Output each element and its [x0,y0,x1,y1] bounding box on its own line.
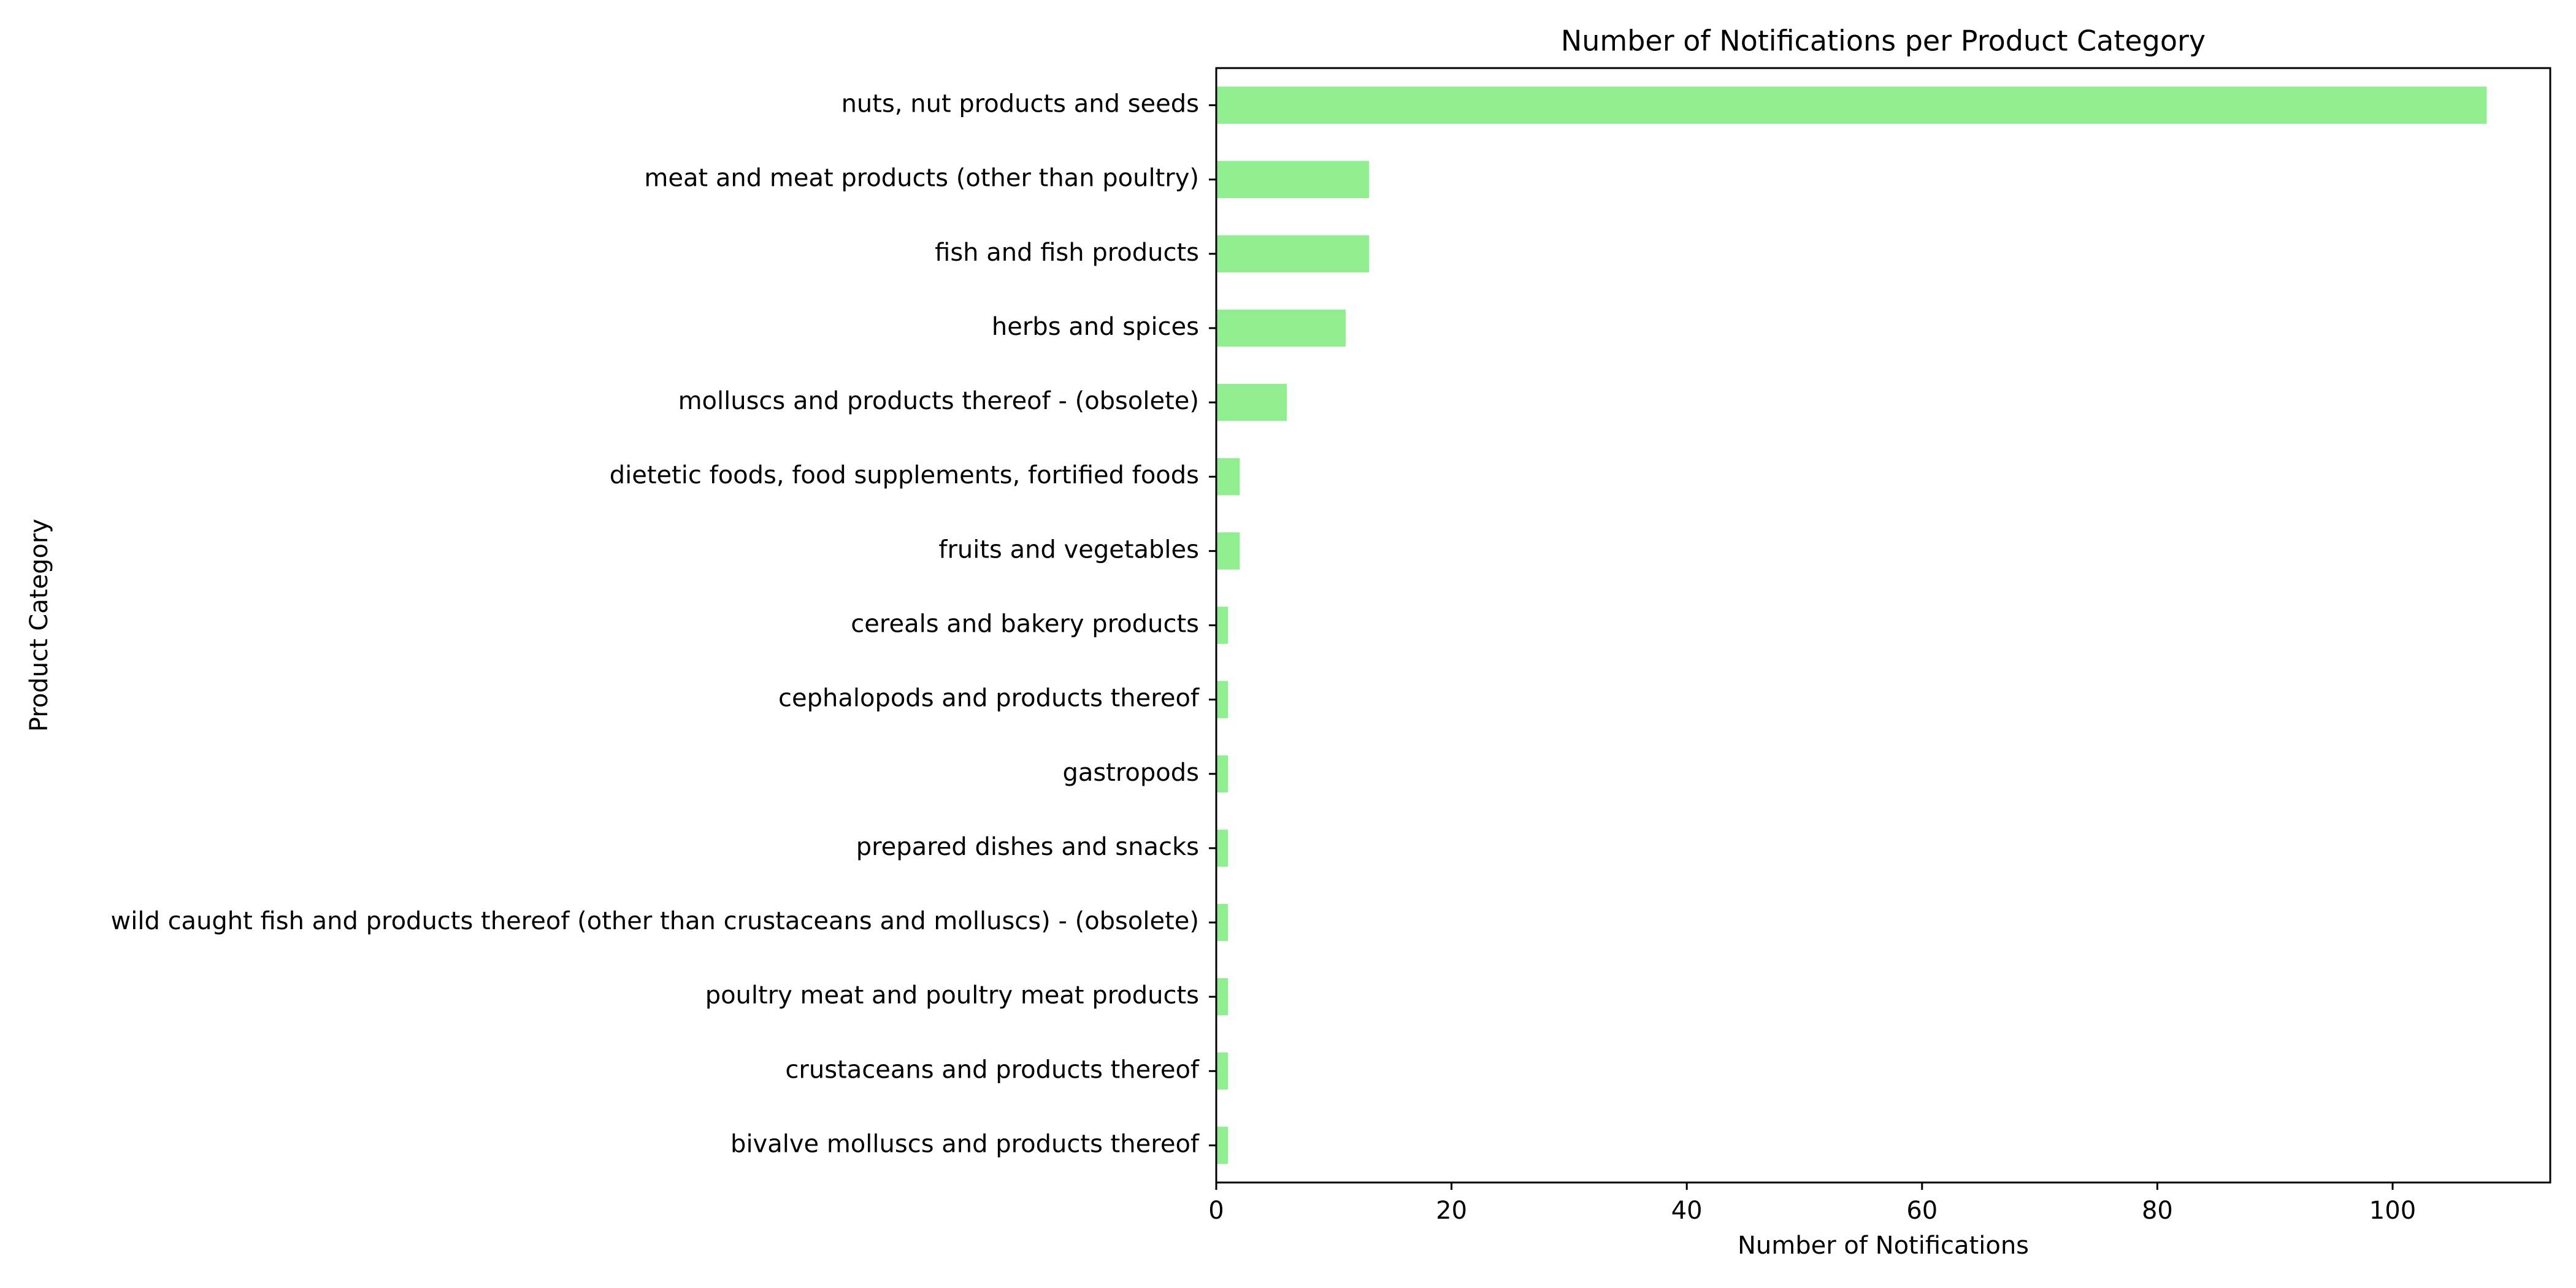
bar-3 [1216,309,1346,347]
category-label-11: wild caught fish and products thereof (o… [111,907,1199,935]
bar-12 [1216,978,1229,1016]
y-axis-label: Product Category [25,519,53,732]
x-tick-label-2: 40 [1671,1197,1703,1225]
category-label-1: meat and meat products (other than poult… [644,164,1199,193]
plot-frame [1215,67,2551,1184]
bar-7 [1216,607,1229,644]
bar-9 [1216,755,1229,793]
category-label-3: herbs and spices [992,313,1199,341]
x-axis-ticks: 0 20 40 60 80 100 [1208,1183,2416,1225]
bar-10 [1216,829,1229,867]
x-tick-label-0: 0 [1208,1197,1224,1225]
bar-11 [1216,903,1229,941]
bar-1 [1216,161,1370,198]
bars-group [1216,86,2487,1164]
x-tick-label-3: 60 [1906,1197,1938,1225]
x-tick-label-1: 20 [1436,1197,1467,1225]
category-label-8: cephalopods and products thereof [778,684,1200,713]
category-label-4: molluscs and products thereof - (obsolet… [678,387,1199,415]
category-label-0: nuts, nut products and seeds [841,90,1199,118]
bar-0 [1216,86,2487,124]
category-label-2: fish and fish products [935,239,1199,267]
category-label-9: gastropods [1062,759,1199,787]
category-label-6: fruits and vegetables [938,535,1199,564]
bar-14 [1216,1127,1229,1164]
bar-4 [1216,383,1287,421]
category-label-13: crustaceans and products thereof [785,1056,1200,1084]
bar-13 [1216,1052,1229,1090]
category-label-14: bivalve molluscs and products thereof [730,1130,1200,1158]
bar-2 [1216,235,1370,273]
x-axis-label: Number of Notifications [1738,1232,2029,1260]
bar-5 [1216,458,1240,496]
x-tick-label-4: 80 [2142,1197,2173,1225]
category-labels: nuts, nut products and seeds meat and mea… [111,90,1216,1158]
bar-6 [1216,532,1240,570]
category-label-5: dietetic foods, food supplements, fortif… [610,461,1199,489]
category-label-7: cereals and bakery products [851,610,1199,638]
chart-title: Number of Notifications per Product Cate… [1561,25,2206,58]
bar-8 [1216,681,1229,718]
category-label-12: poultry meat and poultry meat products [705,981,1199,1010]
x-tick-label-5: 100 [2369,1197,2416,1225]
category-label-10: prepared dishes and snacks [856,833,1199,861]
